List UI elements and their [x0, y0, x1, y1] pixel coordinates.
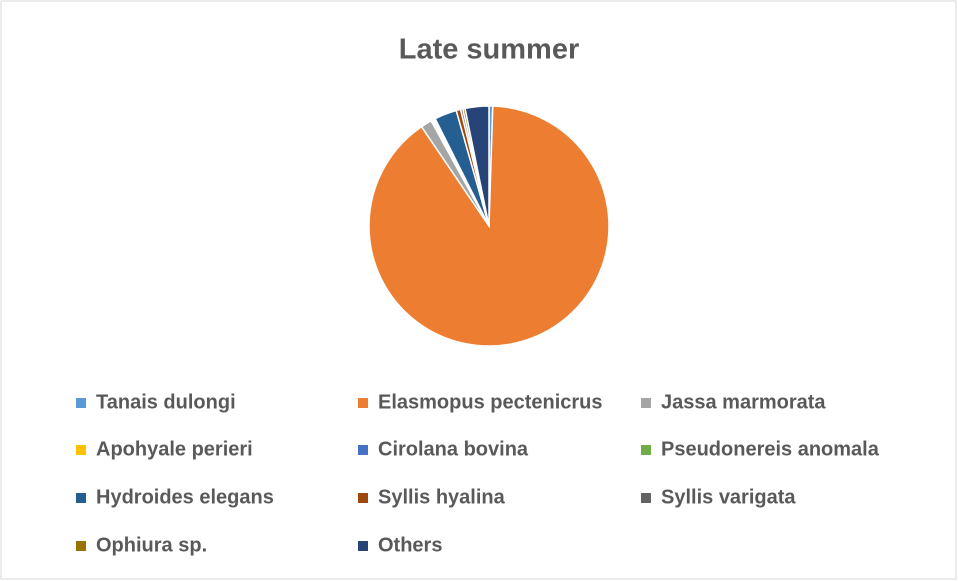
legend-label: Cirolana bovina [378, 438, 529, 460]
legend-marker [641, 445, 651, 455]
legend-marker [76, 398, 86, 408]
legend-label: Others [378, 534, 442, 556]
legend-label: Apohyale perieri [96, 438, 253, 460]
legend-label: Elasmopus pectenicrus [378, 391, 603, 413]
legend-marker [76, 493, 86, 503]
legend-marker [641, 398, 651, 408]
legend-marker [76, 541, 86, 551]
legend-marker [358, 493, 368, 503]
pie-slice [464, 105, 490, 227]
legend-label: Ophiura sp. [96, 534, 207, 556]
legend-label: Syllis varigata [661, 486, 796, 508]
legend-marker [358, 541, 368, 551]
legend-label: Pseudonereis anomala [661, 438, 880, 460]
legend-label: Tanais dulongi [96, 391, 236, 413]
legend-marker [76, 445, 86, 455]
legend-marker [358, 445, 368, 455]
legend-label: Jassa marmorata [661, 391, 826, 413]
legend-marker [358, 398, 368, 408]
chart-title: Late summer [399, 34, 580, 66]
legend-label: Syllis hyalina [378, 486, 506, 508]
legend-marker [641, 493, 651, 503]
legend-label: Hydroides elegans [96, 486, 274, 508]
